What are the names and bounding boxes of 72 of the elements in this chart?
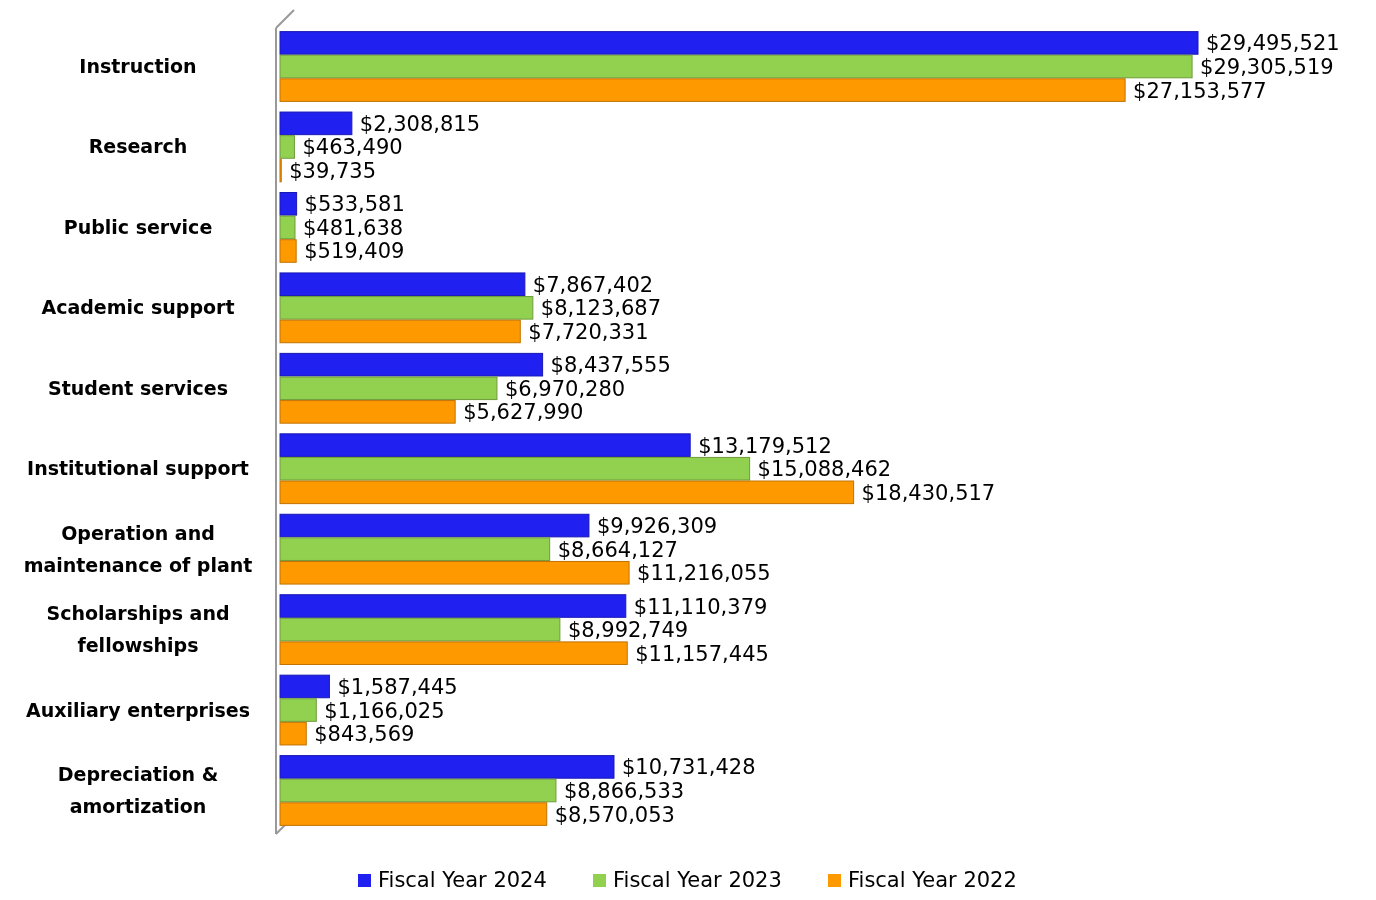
data-label: $481,638: [302, 215, 404, 240]
bar: [279, 272, 526, 297]
data-label: $6,970,280: [504, 376, 626, 401]
data-label: $11,110,379: [633, 594, 768, 619]
bar: [279, 802, 548, 826]
data-label: $843,569: [314, 722, 415, 747]
bar: [279, 31, 1199, 55]
y-tick-label: Institutional support: [27, 457, 249, 480]
data-label: $8,866,533: [563, 779, 685, 803]
y-tick-label: Public service: [63, 215, 213, 238]
y-tick-label: Student services: [48, 376, 228, 399]
bar: [279, 239, 297, 263]
data-label: $39,735: [289, 159, 377, 184]
y-tick-label: Instruction: [79, 55, 197, 77]
legend-label: Fiscal Year 2024: [378, 868, 547, 892]
bar: [279, 78, 1126, 102]
y-tick-label: Auxiliary enterprises: [26, 698, 250, 721]
legend-label: Fiscal Year 2023: [613, 868, 782, 892]
data-label: $2,308,815: [359, 111, 481, 136]
bar: [279, 456, 751, 481]
data-label: $18,430,517: [861, 480, 996, 505]
data-label: $29,495,521: [1206, 31, 1340, 56]
bar: [279, 480, 855, 505]
data-label: $8,570,053: [554, 802, 675, 827]
bar: [279, 721, 307, 746]
legend-label: Fiscal Year 2022: [848, 868, 1017, 892]
bar: [279, 755, 615, 779]
data-label: $11,157,445: [635, 641, 769, 666]
bar: [279, 778, 557, 803]
bar: [279, 111, 353, 136]
bar: [279, 617, 561, 642]
y-tick-label: Depreciation & amortization: [57, 763, 219, 817]
data-label: $533,581: [304, 192, 405, 217]
data-label: $9,926,309: [596, 514, 718, 539]
bar: [279, 376, 498, 401]
y-tick-label: Research: [88, 135, 188, 158]
bar: [279, 560, 630, 585]
data-label: $13,179,512: [698, 433, 832, 458]
data-label: $10,731,428: [622, 755, 756, 780]
data-label: $1,587,445: [337, 674, 458, 699]
bar: [279, 698, 317, 722]
data-label: $11,216,055: [637, 561, 771, 586]
data-label: $463,490: [302, 135, 403, 160]
bar: [279, 215, 296, 240]
data-label: $1,166,025: [324, 698, 445, 723]
bar: [279, 400, 456, 424]
y-tick-label: Operation and maintenance of plant: [23, 521, 253, 576]
data-label: $27,153,577: [1133, 78, 1267, 103]
bar: [279, 641, 628, 665]
data-label: $7,720,331: [528, 319, 649, 344]
bar: [279, 433, 691, 457]
bar: [279, 594, 627, 618]
data-label: $5,627,990: [463, 400, 584, 425]
bar: [279, 513, 590, 538]
bar: [279, 135, 295, 159]
data-label: $8,664,127: [557, 537, 678, 562]
data-label: $8,992,749: [567, 618, 689, 643]
data-label: $519,409: [304, 239, 405, 264]
bar: [279, 537, 551, 561]
bar: [279, 352, 544, 377]
data-label: $8,123,687: [540, 296, 662, 321]
bar: [279, 319, 521, 344]
data-label: $29,305,519: [1200, 55, 1334, 79]
data-label: $8,437,555: [550, 353, 671, 378]
bar: [279, 296, 534, 320]
data-label: $7,867,402: [532, 272, 654, 297]
y-tick-label: Scholarships and fellowships: [46, 602, 230, 657]
data-label: $15,088,462: [757, 457, 892, 482]
y-tick-label: Academic support: [41, 296, 235, 319]
bar: [279, 674, 330, 699]
bar: [279, 54, 1193, 79]
bar: [279, 192, 298, 216]
